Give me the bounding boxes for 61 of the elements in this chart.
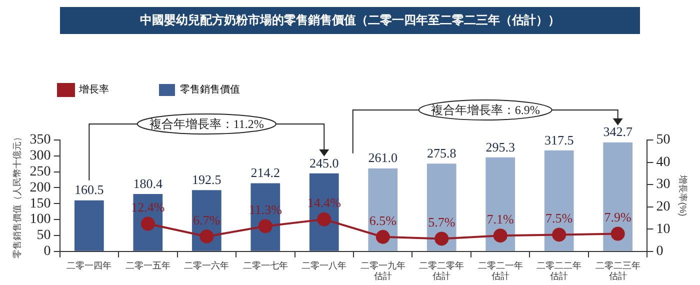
data-label: 295.3 bbox=[486, 139, 515, 154]
y2-tick-label: 10 bbox=[656, 222, 670, 237]
text: 複合年增長率：6.9% bbox=[430, 103, 540, 118]
data-label: 317.5 bbox=[544, 132, 574, 148]
y-tick-label: 250 bbox=[30, 164, 51, 180]
bar bbox=[486, 157, 516, 251]
y2-tick-label: 40 bbox=[656, 154, 670, 170]
chart-title: 中國嬰幼兒配方奶粉市場的零售銷售價值（二零一四年至二零二三年（估計）） bbox=[60, 7, 640, 34]
y-tick-label: 50 bbox=[36, 228, 51, 244]
data-label: 214.2 bbox=[250, 165, 280, 180]
data-label: 7.5% bbox=[546, 210, 573, 226]
x-tick-label: 二零一五年 bbox=[125, 260, 170, 270]
point bbox=[258, 219, 272, 234]
y-tick-label: 0 bbox=[44, 244, 51, 260]
bar bbox=[603, 142, 633, 251]
point bbox=[376, 230, 390, 244]
bar bbox=[74, 200, 104, 251]
y-axis-title: 零售銷售價值（人民幣十億元） bbox=[12, 132, 22, 259]
y2-tick-label: 50 bbox=[656, 132, 670, 148]
x-tick-label: 二零二二年估計 bbox=[536, 260, 582, 282]
data-label: 160.5 bbox=[74, 182, 104, 198]
data-label: 180.4 bbox=[133, 176, 164, 191]
data-label: 192.5 bbox=[192, 172, 222, 188]
x-tick-label: 二零二三年估計 bbox=[595, 260, 640, 282]
point bbox=[317, 212, 332, 226]
legend-label: 增長率 bbox=[78, 84, 109, 96]
data-label: 7.9% bbox=[604, 210, 632, 225]
data-label: 342.7 bbox=[603, 124, 633, 140]
y-tick-label: 300 bbox=[30, 148, 51, 164]
bar bbox=[368, 168, 398, 251]
x-tick-label: 二零二一年估計 bbox=[478, 260, 523, 282]
x-tick-label: 二零一七年 bbox=[242, 260, 288, 270]
bar bbox=[426, 164, 456, 251]
text: 複合年增長率：11.2% bbox=[149, 117, 264, 132]
data-label: 6.5% bbox=[369, 212, 397, 228]
data-label: 245.0 bbox=[310, 155, 339, 170]
point bbox=[434, 232, 449, 246]
y2-axis-title: 增長率(%) bbox=[678, 174, 688, 216]
y-tick-label: 350 bbox=[30, 132, 51, 148]
legend-label: 零售銷售價值 bbox=[180, 84, 240, 96]
x-tick-label: 二零一九年估計 bbox=[360, 260, 406, 282]
y-tick-label: 150 bbox=[30, 196, 51, 212]
data-label: 6.7% bbox=[193, 212, 220, 228]
data-label: 261.0 bbox=[368, 150, 398, 166]
point bbox=[200, 229, 214, 244]
data-label: 7.1% bbox=[486, 212, 514, 227]
x-tick-label: 二零二零年估計 bbox=[419, 260, 464, 282]
point bbox=[552, 228, 566, 242]
data-label: 275.8 bbox=[426, 146, 456, 161]
x-tick-label: 二零一八年 bbox=[302, 260, 347, 270]
data-label: 5.7% bbox=[428, 214, 456, 230]
point bbox=[493, 228, 508, 243]
point bbox=[610, 226, 625, 241]
y2-tick-label: 30 bbox=[656, 177, 670, 192]
y2-tick-label: 0 bbox=[656, 244, 664, 260]
x-tick-label: 二零一六年 bbox=[184, 260, 230, 270]
x-tick-label: 二零一四年 bbox=[66, 260, 112, 270]
y-tick-label: 200 bbox=[30, 180, 51, 196]
y2-tick-label: 20 bbox=[656, 200, 670, 215]
bar bbox=[544, 150, 574, 251]
y-tick-label: 100 bbox=[30, 212, 51, 228]
